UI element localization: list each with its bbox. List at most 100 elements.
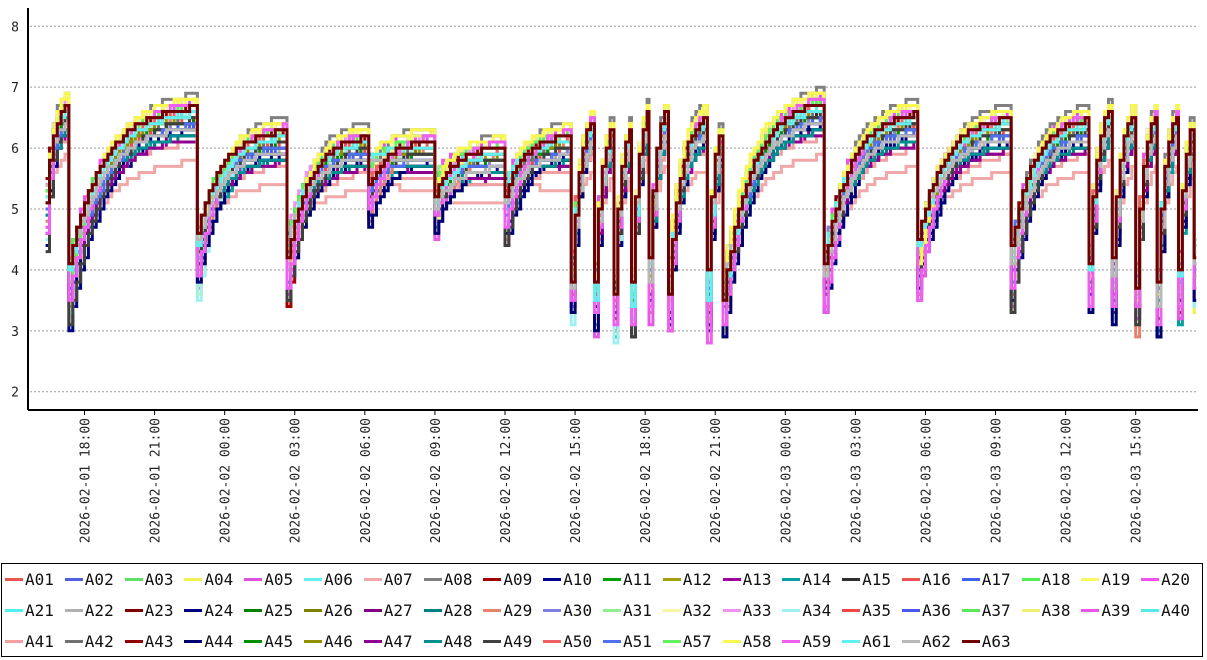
legend-label: A18 — [1041, 570, 1071, 589]
series-line-a63 — [45, 104, 1197, 302]
legend-item-a25[interactable]: A25 — [244, 601, 304, 620]
legend-swatch — [423, 640, 442, 643]
x-tick-label: 2026-02-03 12:00 — [1060, 418, 1075, 543]
legend-item-a24[interactable]: A24 — [184, 601, 244, 620]
legend-swatch — [662, 609, 681, 612]
legend-item-a47[interactable]: A47 — [363, 632, 424, 651]
legend-label: A21 — [25, 601, 54, 620]
legend-label: A19 — [1101, 570, 1131, 589]
legend-item-a01[interactable]: A01 — [5, 570, 65, 589]
legend-item-a20[interactable]: A20 — [1141, 570, 1201, 589]
legend-swatch — [842, 609, 861, 612]
legend-swatch — [901, 640, 920, 643]
legend-item-a17[interactable]: A17 — [961, 570, 1022, 589]
legend-swatch — [124, 609, 143, 612]
legend-label: A07 — [383, 570, 413, 589]
legend-item-a34[interactable]: A34 — [782, 601, 842, 620]
legend-label: A29 — [503, 601, 533, 620]
legend-row: A01 A02 A03 A04 A05 A06 A07 A08 A09 A10 A11 A12 A13 A… — [2, 564, 1202, 595]
legend-swatch — [244, 640, 263, 643]
x-tick-label: 2026-02-02 18:00 — [639, 418, 654, 543]
legend-item-a06[interactable]: A06 — [303, 570, 364, 589]
legend-item-a07[interactable]: A07 — [363, 570, 424, 589]
y-tick-label: 2 — [11, 386, 19, 401]
legend-swatch — [124, 640, 143, 643]
legend-item-a11[interactable]: A11 — [602, 570, 663, 589]
legend-item-a26[interactable]: A26 — [303, 601, 364, 620]
legend-item-a44[interactable]: A44 — [184, 632, 244, 651]
legend-swatch — [1081, 578, 1100, 581]
legend-swatch — [961, 640, 980, 643]
legend-item-a62[interactable]: A62 — [901, 632, 962, 651]
legend-item-a61[interactable]: A61 — [842, 632, 902, 651]
legend-item-a16[interactable]: A16 — [901, 570, 962, 589]
legend-item-a59[interactable]: A59 — [782, 632, 842, 651]
x-tick-label: 2026-02-02 06:00 — [359, 418, 374, 543]
legend-item-a63[interactable]: A63 — [961, 632, 1022, 651]
legend-item-a31[interactable]: A31 — [602, 601, 663, 620]
legend-label: A25 — [264, 601, 294, 620]
legend-item-a05[interactable]: A05 — [244, 570, 304, 589]
legend-swatch — [602, 609, 621, 612]
legend-item-a39[interactable]: A39 — [1081, 601, 1141, 620]
legend-item-a18[interactable]: A18 — [1021, 570, 1082, 589]
legend-item-a38[interactable]: A38 — [1021, 601, 1082, 620]
legend-item-a19[interactable]: A19 — [1081, 570, 1141, 589]
legend-item-a36[interactable]: A36 — [901, 601, 962, 620]
x-tick-label: 2026-02-03 03:00 — [849, 418, 864, 543]
legend-item-a57[interactable]: A57 — [662, 632, 723, 651]
legend-label: A14 — [802, 570, 832, 589]
legend-swatch — [1021, 609, 1040, 612]
legend-item-a48[interactable]: A48 — [423, 632, 484, 651]
legend-item-a09[interactable]: A09 — [483, 570, 543, 589]
legend-item-a45[interactable]: A45 — [244, 632, 304, 651]
legend-item-a33[interactable]: A33 — [722, 601, 783, 620]
legend-item-a15[interactable]: A15 — [842, 570, 902, 589]
legend-swatch — [901, 578, 920, 581]
legend-label: A28 — [443, 601, 473, 620]
legend-label: A16 — [921, 570, 951, 589]
legend-item-a04[interactable]: A04 — [184, 570, 244, 589]
legend-label: A57 — [682, 632, 712, 651]
legend-item-a27[interactable]: A27 — [363, 601, 424, 620]
legend-item-a37[interactable]: A37 — [961, 601, 1022, 620]
legend-item-a10[interactable]: A10 — [543, 570, 603, 589]
legend-swatch — [602, 640, 621, 643]
legend-item-a02[interactable]: A02 — [64, 570, 125, 589]
legend-item-a41[interactable]: A41 — [5, 632, 65, 651]
legend-item-a43[interactable]: A43 — [124, 632, 185, 651]
legend-item-a14[interactable]: A14 — [782, 570, 842, 589]
legend-label: A01 — [25, 570, 54, 589]
legend-item-a21[interactable]: A21 — [5, 601, 65, 620]
legend-item-a13[interactable]: A13 — [722, 570, 783, 589]
legend-item-a22[interactable]: A22 — [64, 601, 125, 620]
legend-item-a03[interactable]: A03 — [124, 570, 185, 589]
legend-item-a23[interactable]: A23 — [124, 601, 185, 620]
legend-label: A22 — [84, 601, 114, 620]
legend-item-a12[interactable]: A12 — [662, 570, 723, 589]
legend-item-a50[interactable]: A50 — [543, 632, 603, 651]
legend-swatch — [543, 640, 562, 643]
legend-swatch — [961, 578, 980, 581]
legend-item-a49[interactable]: A49 — [483, 632, 543, 651]
legend-swatch — [303, 578, 322, 581]
legend-swatch — [1141, 609, 1160, 612]
legend-item-a46[interactable]: A46 — [303, 632, 364, 651]
legend-item-a32[interactable]: A32 — [662, 601, 723, 620]
legend-item-a40[interactable]: A40 — [1141, 601, 1201, 620]
legend-item-a28[interactable]: A28 — [423, 601, 484, 620]
legend-swatch — [303, 609, 322, 612]
legend-item-a58[interactable]: A58 — [722, 632, 783, 651]
legend-label: A04 — [204, 570, 234, 589]
x-tick-label: 2026-02-02 09:00 — [429, 418, 444, 543]
legend-item-a30[interactable]: A30 — [543, 601, 603, 620]
legend-item-a08[interactable]: A08 — [423, 570, 484, 589]
legend-swatch — [5, 609, 23, 612]
legend-item-a42[interactable]: A42 — [64, 632, 125, 651]
legend-label: A58 — [742, 632, 772, 651]
legend-item-a51[interactable]: A51 — [602, 632, 663, 651]
legend-label: A27 — [383, 601, 413, 620]
legend-label: A36 — [921, 601, 951, 620]
legend-item-a29[interactable]: A29 — [483, 601, 543, 620]
legend-item-a35[interactable]: A35 — [842, 601, 902, 620]
